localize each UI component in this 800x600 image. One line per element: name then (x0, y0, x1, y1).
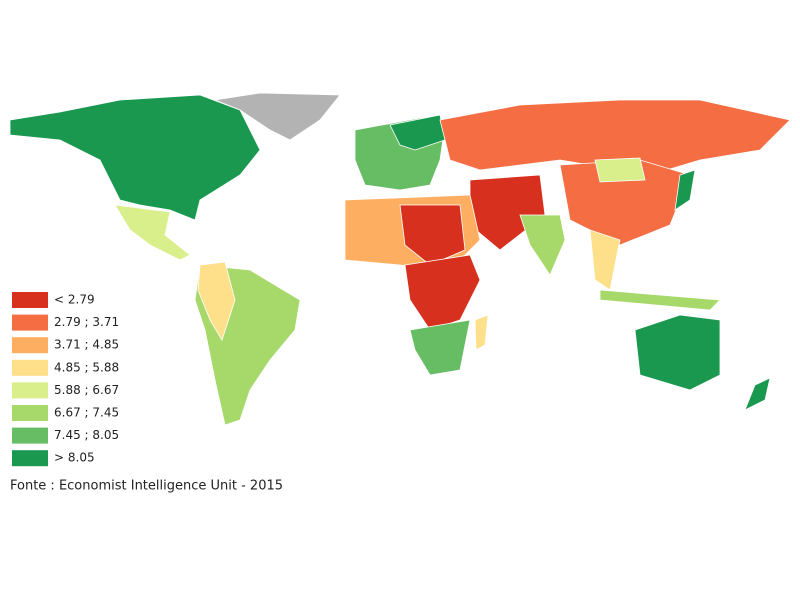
legend-swatch (12, 292, 48, 308)
madagascar (474, 314, 489, 351)
australia (634, 314, 721, 391)
sahel (399, 204, 466, 266)
legend-swatch (12, 382, 48, 399)
legend-label: 6.67 ; 7.45 (54, 406, 119, 420)
central-africa (404, 254, 481, 331)
legend-label: 2.79 ; 3.71 (54, 315, 119, 329)
world-map (9, 92, 791, 426)
legend-swatch (12, 405, 48, 421)
greenland (213, 92, 341, 141)
indonesia (599, 289, 721, 311)
legend-swatch (12, 427, 48, 444)
southeast-asia (589, 229, 621, 291)
legend-label: 3.71 ; 4.85 (54, 338, 119, 352)
legend-swatch (12, 314, 48, 331)
russia (439, 99, 791, 176)
legend-label: < 2.79 (54, 293, 95, 307)
legend-swatch (12, 450, 48, 467)
japan (674, 169, 696, 211)
legend-label: 4.85 ; 5.88 (54, 360, 119, 374)
scandinavia (389, 114, 446, 151)
southern-africa (409, 319, 471, 376)
legend: < 2.79 2.79 ; 3.71 3.71 ; 4.85 4.85 ; 5.88 5… (12, 292, 119, 467)
legend-label: 7.45 ; 8.05 (54, 428, 119, 442)
andes (197, 261, 236, 341)
north-america (9, 94, 261, 221)
legend-swatch (12, 337, 48, 354)
new-zealand (744, 377, 771, 411)
central-america (114, 204, 191, 261)
legend-swatch (12, 359, 48, 376)
legend-label: 5.88 ; 6.67 (54, 383, 119, 397)
legend-label: > 8.05 (54, 451, 95, 465)
mongolia (594, 157, 646, 183)
india (519, 214, 566, 276)
source-note: Fonte : Economist Intelligence Unit - 20… (10, 479, 283, 494)
